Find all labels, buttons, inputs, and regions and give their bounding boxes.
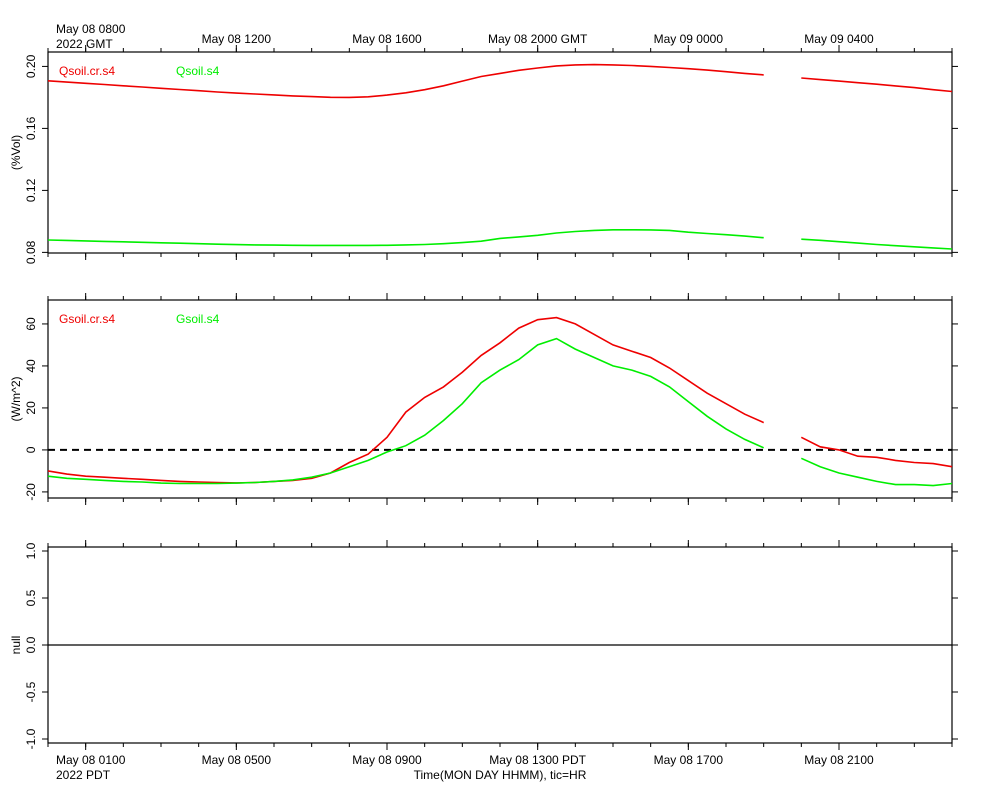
y-tick-label: 1.0 xyxy=(24,542,38,559)
y-tick-label: 20 xyxy=(24,401,38,415)
legend-entry: Gsoil.s4 xyxy=(176,312,220,326)
x-tick-label: May 08 0900 xyxy=(352,753,422,767)
y-tick-label: 0.5 xyxy=(24,589,38,606)
x-tick-label: May 09 0000 xyxy=(654,32,724,46)
x-tick-label: May 08 1300 PDT xyxy=(489,753,586,767)
y-tick-label: 0.20 xyxy=(24,54,38,78)
legend-entry: Gsoil.cr.s4 xyxy=(59,312,115,326)
x-tick-label: May 08 1600 xyxy=(352,32,422,46)
y-axis-label: (W/m^2) xyxy=(9,377,23,422)
y-tick-label: 0.16 xyxy=(24,116,38,140)
y-tick-label: -1.0 xyxy=(24,728,38,749)
legend-entry: Qsoil.s4 xyxy=(176,64,220,78)
panel-frame xyxy=(47,299,953,499)
x-tick-label: May 08 0500 xyxy=(202,753,272,767)
y-tick-label: 60 xyxy=(24,317,38,331)
x-tick-label: May 08 1700 xyxy=(654,753,724,767)
series-line xyxy=(47,63,953,99)
y-tick-label: -20 xyxy=(24,483,38,501)
x-tick-label: May 08 2100 xyxy=(804,753,874,767)
x-tick-label: May 09 0400 xyxy=(804,32,874,46)
x-axis-label: Time(MON DAY HHMM), tic=HR xyxy=(414,768,587,782)
panel-frame xyxy=(47,51,953,254)
y-tick-label: 0.08 xyxy=(24,240,38,264)
legend-entry: Qsoil.cr.s4 xyxy=(59,64,115,78)
year-label: 2022 GMT xyxy=(56,37,113,51)
x-tick-label: May 08 1200 xyxy=(202,32,272,46)
series-line xyxy=(47,316,953,484)
y-tick-label: 40 xyxy=(24,359,38,373)
x-tick-label: May 08 2000 GMT xyxy=(488,32,588,46)
year-label: 2022 PDT xyxy=(56,768,111,782)
y-tick-label: 0 xyxy=(24,446,38,453)
series-line xyxy=(47,229,953,250)
y-tick-label: 0.0 xyxy=(24,636,38,653)
y-axis-label: (%Vol) xyxy=(9,135,23,170)
x-tick-label: May 08 0100 xyxy=(56,753,126,767)
y-axis-label: null xyxy=(9,636,23,655)
x-tick-label: May 08 0800 xyxy=(56,22,126,36)
y-tick-label: 0.12 xyxy=(24,178,38,202)
y-tick-label: -0.5 xyxy=(24,681,38,702)
series-line xyxy=(47,337,953,487)
